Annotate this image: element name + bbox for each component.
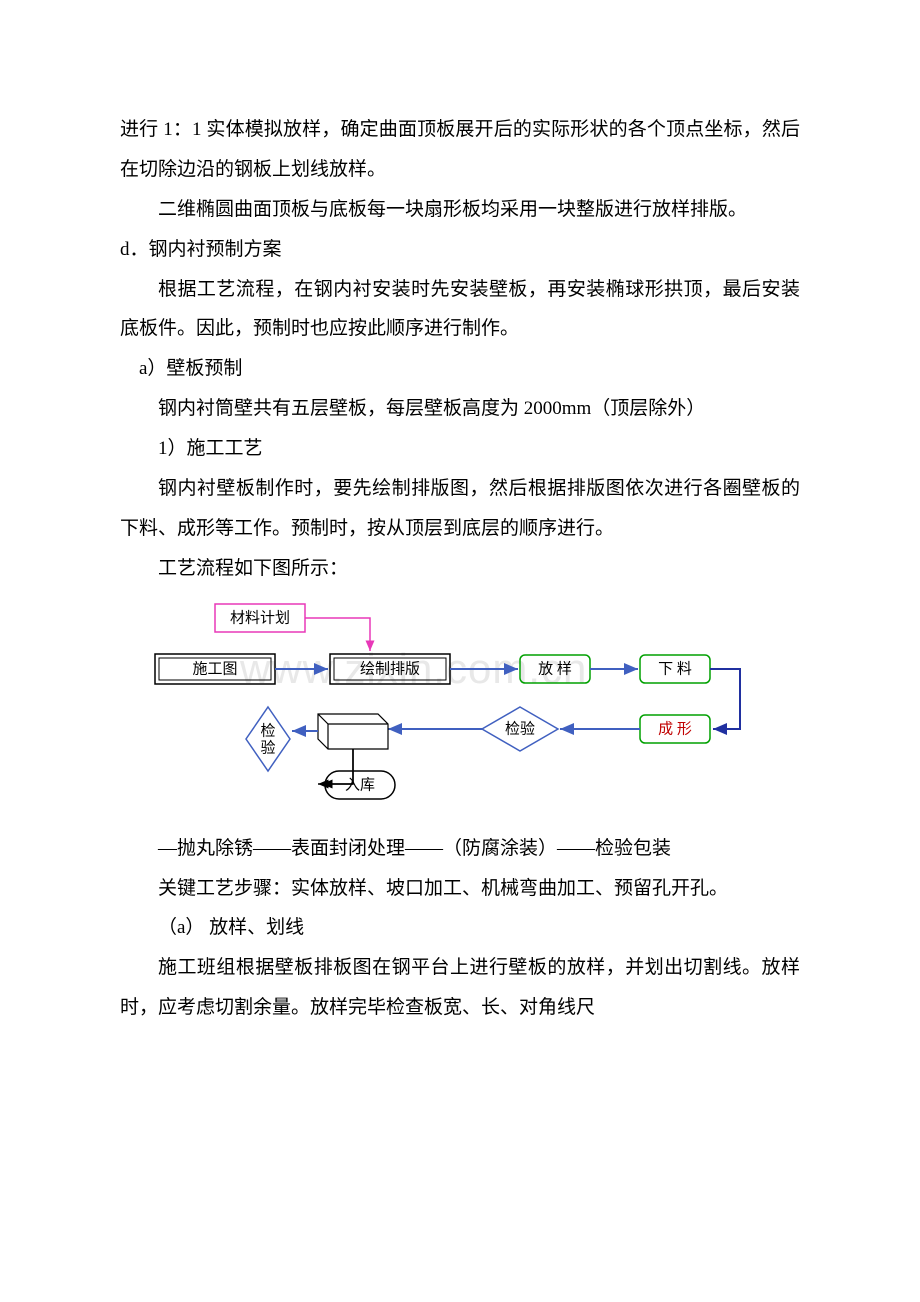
paragraph-10: —抛丸除锈——表面封闭处理——（防腐涂装）——检验包装 bbox=[120, 829, 800, 869]
paragraph-13: 施工班组根据壁板排板图在钢平台上进行壁板的放样，并划出切割线。放样时，应考虑切割… bbox=[120, 948, 800, 1028]
paragraph-4: 根据工艺流程，在钢内衬安装时先安装壁板，再安装椭球形拱顶，最后安装底板件。因此，… bbox=[120, 270, 800, 350]
node-inspect: 检验 bbox=[505, 720, 535, 737]
node-3d-box bbox=[318, 714, 388, 749]
node-material-plan: 材料计划 bbox=[230, 609, 290, 626]
node-layout: 放 样 bbox=[538, 660, 572, 677]
paragraph-11: 关键工艺步骤：实体放样、坡口加工、机械弯曲加工、预留孔开孔。 bbox=[120, 869, 800, 909]
paragraph-3: d．钢内衬预制方案 bbox=[120, 230, 800, 270]
paragraph-6: 钢内衬筒壁共有五层壁板，每层壁板高度为 2000mm（顶层除外） bbox=[120, 389, 800, 429]
document-body: 进行 1：1 实体模拟放样，确定曲面顶板展开后的实际形状的各个顶点坐标，然后在切… bbox=[120, 110, 800, 1028]
node-drawing: 施工图 bbox=[192, 660, 237, 677]
node-inspect2-line1: 检 bbox=[260, 722, 275, 739]
node-forming: 成 形 bbox=[658, 720, 692, 737]
node-cutting: 下 料 bbox=[658, 660, 692, 677]
paragraph-8: 钢内衬壁板制作时，要先绘制排版图，然后根据排版图依次进行各圈壁板的下料、成形等工… bbox=[120, 469, 800, 549]
paragraph-2: 二维椭圆曲面顶板与底板每一块扇形板均采用一块整版进行放样排版。 bbox=[120, 190, 800, 230]
paragraph-9: 工艺流程如下图所示： bbox=[120, 549, 800, 589]
paragraph-12: （a） 放样、划线 bbox=[120, 908, 800, 948]
node-inspect2-line2: 验 bbox=[260, 739, 275, 756]
flowchart: 材料计划 施工图 绘制排版 放 样 下 料 bbox=[140, 599, 780, 819]
paragraph-7: 1）施工工艺 bbox=[120, 429, 800, 469]
paragraph-1: 进行 1：1 实体模拟放样，确定曲面顶板展开后的实际形状的各个顶点坐标，然后在切… bbox=[120, 110, 800, 190]
node-layout-plan: 绘制排版 bbox=[360, 660, 420, 677]
node-storage: 入库 bbox=[345, 776, 375, 793]
paragraph-5: a）壁板预制 bbox=[120, 349, 800, 389]
